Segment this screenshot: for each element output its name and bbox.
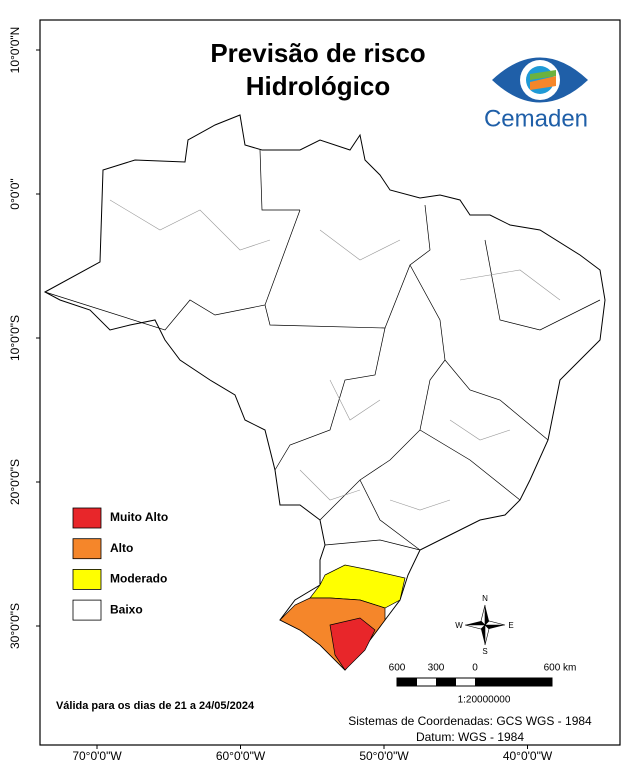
north-arrow: N E S W [455,594,513,656]
longitude-label: 40°0'0"W [503,749,553,763]
legend-label: Baixo [110,602,143,616]
coordinate-system: Sistemas de Coordenadas: GCS WGS - 1984 [348,714,592,728]
longitude-label: 50°0'0"W [359,749,409,763]
scale-ratio: 1:20000000 [458,695,511,706]
longitude-label: 70°0'0"W [72,749,122,763]
legend-label: Moderado [110,572,167,586]
datum: Datum: WGS - 1984 [416,730,524,744]
scale-label: 300 [428,663,445,674]
latitude-label: 0°0'0" [8,178,22,209]
logo: Cemaden [484,57,588,132]
scale-bar: 600 300 0 600 km 1:20000000 [389,663,577,706]
compass-label: N [482,594,488,603]
legend-swatch [72,569,102,590]
legend-swatch [72,538,102,560]
legend-swatch [72,599,102,621]
scale-label: 600 km [544,663,577,674]
longitude-label: 60°0'0"W [216,749,266,763]
validity-note: Válida para os dias de 21 a 24/05/2024 [56,700,255,712]
legend-label: Alto [110,541,133,555]
country-outline [43,114,606,671]
compass-label: W [455,621,463,630]
latitude-label: 30°0'0"S [8,603,22,649]
latitude-labels: 10°0'0"N 0°0'0" 10°0'0"S 20°0'0"S 30°0'0"S [8,27,40,649]
title-line: Previsão de risco [210,38,425,68]
latitude-label: 10°0'0"S [8,315,22,361]
legend: Muito Alto Alto Moderado Baixo [72,507,168,621]
latitude-label: 20°0'0"S [8,459,22,505]
compass-label: S [482,647,487,656]
municipal-borders [109,199,561,511]
title-line: Hidrológico [246,71,390,101]
legend-label: Muito Alto [110,510,168,524]
legend-swatch [72,507,102,529]
state-borders [44,149,601,551]
risk-region-very-high [329,617,376,671]
logo-text: Cemaden [484,105,588,132]
scale-label: 600 [389,663,406,674]
compass-label: E [508,621,513,630]
longitude-labels: 70°0'0"W 60°0'0"W 50°0'0"W 40°0'0"W [72,745,553,763]
scale-label: 0 [472,663,478,674]
latitude-label: 10°0'0"N [8,27,22,74]
